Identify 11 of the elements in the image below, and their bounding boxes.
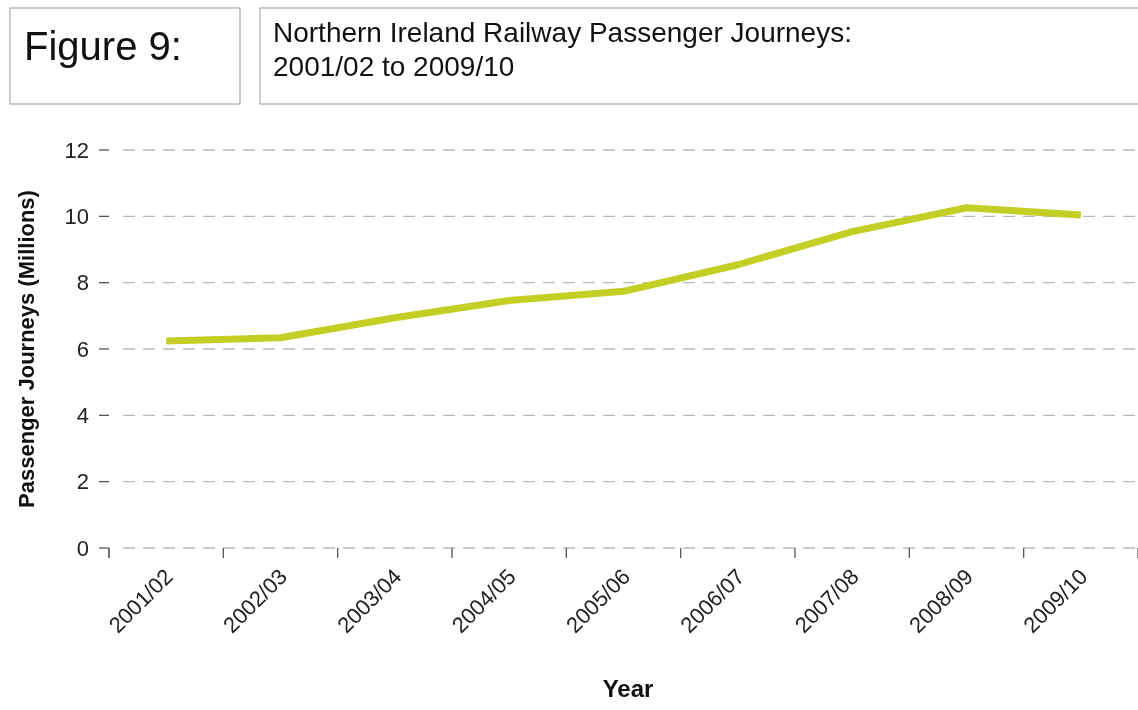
- x-axis-title: Year: [602, 675, 654, 702]
- y-tick-label: 4: [76, 403, 89, 429]
- y-tick-label: 2: [76, 469, 89, 495]
- y-tick-label: 8: [76, 270, 89, 296]
- y-tick-label: 12: [64, 137, 89, 163]
- y-tick-label: 6: [76, 336, 89, 362]
- y-tick-label: 10: [64, 204, 89, 230]
- chart-title: Northern Ireland Railway Passenger Journeys: 2001/02 to 2009/10: [273, 17, 852, 82]
- y-tick-label: 0: [76, 535, 89, 561]
- caption: Figure 9:: [24, 24, 182, 68]
- y-axis-title: Passenger Journeys (Millions): [14, 190, 39, 508]
